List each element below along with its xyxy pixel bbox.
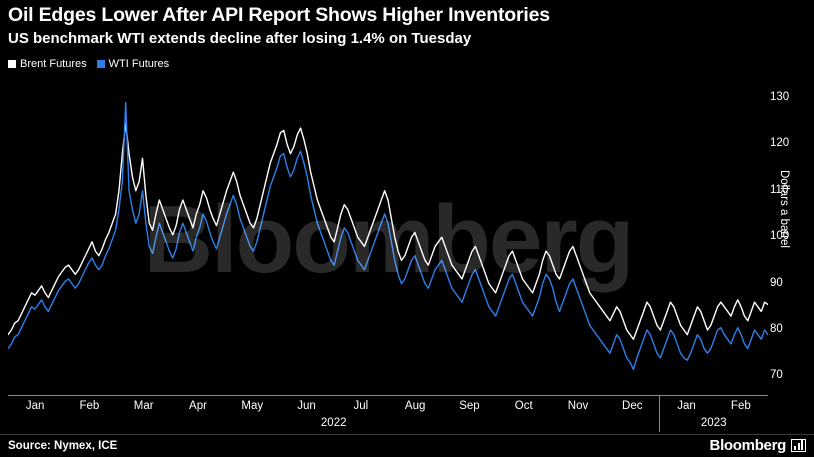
x-tick-label: Jul (353, 400, 369, 412)
x-tick-label: Feb (79, 400, 100, 412)
x-tick-label: May (241, 400, 264, 412)
legend-item-wti: WTI Futures (96, 58, 170, 70)
y-axis: 70 80 90 100 110 120 130 (770, 84, 800, 395)
x-tick-label: Nov (567, 400, 589, 412)
legend-label-brent: Brent Futures (20, 58, 87, 70)
x-axis-year-separator (659, 396, 661, 432)
series-line-brent (8, 122, 768, 340)
series-line-wti (8, 101, 768, 371)
x-tick-label: Jun (297, 400, 316, 412)
x-tick-label: Jan (677, 400, 696, 412)
bloomberg-brand: Bloomberg (710, 437, 806, 454)
legend-swatch-brent (8, 60, 16, 68)
source-note: Source: Nymex, ICE (8, 440, 118, 452)
bloomberg-logo-icon (791, 439, 806, 452)
x-axis-year-label: 2022 (320, 417, 347, 429)
x-tick-label: Oct (514, 400, 533, 412)
legend-label-wti: WTI Futures (108, 58, 170, 70)
page-subtitle: US benchmark WTI extends decline after l… (8, 30, 472, 47)
y-tick-label: 70 (770, 369, 783, 382)
x-tick-label: Sep (459, 400, 480, 412)
y-tick-label: 100 (770, 230, 790, 243)
legend-item-brent: Brent Futures (8, 58, 87, 70)
x-tick-label: Apr (189, 400, 207, 412)
y-tick-label: 110 (770, 183, 789, 196)
x-tick-label: Mar (133, 400, 154, 412)
page-title: Oil Edges Lower After API Report Shows H… (8, 4, 550, 26)
line-chart-svg (8, 101, 768, 371)
y-tick-label: 90 (770, 276, 783, 289)
y-tick-label: 120 (770, 137, 790, 150)
y-axis-title: Dollars a barrel (778, 170, 790, 248)
footer-divider (0, 434, 814, 435)
x-tick-label: Jan (25, 400, 45, 412)
x-tick-label: Dec (622, 400, 643, 412)
x-axis-year-label: 2023 (700, 417, 727, 429)
x-tick-label: Feb (730, 400, 751, 412)
brand-text: Bloomberg (709, 437, 787, 454)
x-axis-line (8, 395, 768, 396)
y-tick-label: 80 (770, 323, 783, 335)
plot-area: Bloomberg (8, 84, 768, 395)
y-tick-label: 130 (770, 90, 790, 103)
legend-swatch-wti (96, 60, 105, 68)
x-tick-label: Aug (404, 400, 426, 412)
chart-legend: Brent Futures WTI Futures (8, 58, 169, 70)
